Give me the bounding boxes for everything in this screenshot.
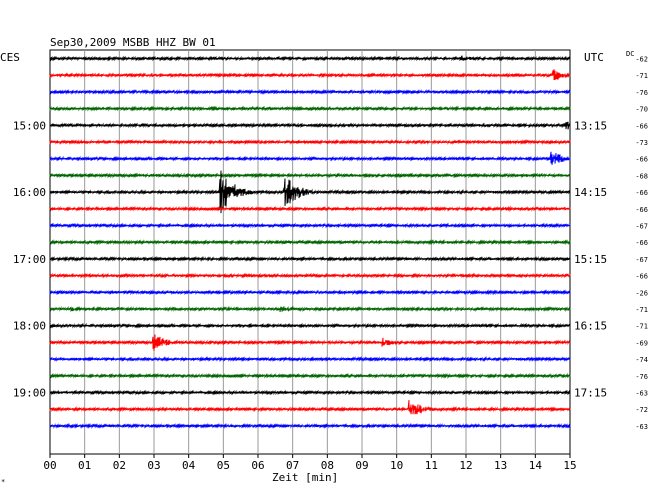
x-ticks: 00 01 02 03 04 05 06 07 08 09 10 11 12 13 14 15	[43, 454, 577, 472]
trace-row-15	[49, 305, 571, 313]
x-tick-label: 12	[459, 459, 472, 472]
trace-row-13	[49, 272, 571, 279]
x-tick-label: 00	[43, 459, 56, 472]
x-tick-label: 06	[251, 459, 264, 472]
dc-offset-label: -76	[635, 89, 648, 97]
x-tick-label: 13	[494, 459, 507, 472]
x-tick-label: 08	[321, 459, 334, 472]
right-time-label: 14:15	[574, 186, 607, 199]
x-tick-label: 01	[78, 459, 91, 472]
dc-offset-label: -66	[635, 273, 648, 281]
dc-offset-label: -70	[635, 106, 648, 114]
dc-offset-label: -69	[635, 339, 648, 347]
dc-offset-label: -66	[635, 189, 648, 197]
trace-row-2	[49, 88, 571, 95]
trace-row-19	[49, 372, 571, 379]
trace-row-6	[49, 151, 571, 165]
trace-row-22	[49, 422, 571, 429]
x-tick-label: 10	[390, 459, 403, 472]
trace-row-20	[49, 389, 571, 396]
dc-offset-label: -71	[635, 306, 648, 314]
trace-row-0	[49, 55, 571, 62]
dc-offset-label: -68	[635, 172, 648, 180]
x-tick-label: 05	[217, 459, 230, 472]
trace-row-8	[49, 170, 571, 214]
dc-offset-label: -63	[635, 390, 648, 398]
dc-offset-label: -74	[635, 356, 648, 364]
dc-offset-labels: -62 -71 -76 -70 -66 -73 -66 -68 -66 -66 -67 -66 -67 -…	[635, 56, 648, 431]
dc-offset-label: -26	[635, 289, 648, 297]
right-timezone-label: UTC	[584, 51, 604, 64]
trace-row-4	[49, 121, 571, 130]
trace-row-11	[49, 239, 571, 246]
trace-row-17	[49, 334, 571, 351]
left-time-label: 18:00	[13, 320, 46, 333]
trace-row-3	[49, 105, 571, 112]
dc-offset-label: -67	[635, 256, 648, 264]
x-tick-label: 02	[113, 459, 126, 472]
x-tick-label: 09	[355, 459, 368, 472]
left-time-labels: 15:00 16:00 17:00 18:00 19:00	[13, 119, 46, 399]
dc-offset-label: -76	[635, 373, 648, 381]
x-tick-label: 14	[529, 459, 543, 472]
dc-offset-label: -66	[635, 156, 648, 164]
right-time-label: 13:15	[574, 119, 607, 132]
left-timezone-label: CES	[0, 51, 20, 64]
right-time-label: 15:15	[574, 253, 607, 266]
dc-offset-label: -62	[635, 56, 648, 64]
dc-offset-label: -66	[635, 122, 648, 130]
x-tick-label: 15	[563, 459, 576, 472]
dc-offset-label: -71	[635, 323, 648, 331]
left-time-label: 17:00	[13, 253, 46, 266]
trace-row-21	[49, 400, 571, 415]
left-time-label: 19:00	[13, 387, 46, 400]
dc-offset-label: -67	[635, 223, 648, 231]
trace-row-10	[49, 222, 571, 229]
trace-row-16	[49, 322, 571, 329]
dc-label: DC	[626, 50, 634, 58]
trace-row-5	[49, 138, 571, 146]
trace-row-9	[49, 205, 571, 213]
left-time-label: 15:00	[13, 119, 46, 132]
x-tick-label: 11	[425, 459, 438, 472]
corner-mark: *	[1, 478, 5, 486]
dc-offset-label: -72	[635, 406, 648, 414]
x-axis-label: Zeit [min]	[272, 471, 338, 484]
dc-offset-label: -73	[635, 139, 648, 147]
trace-row-12	[49, 255, 571, 262]
dc-offset-label: -66	[635, 239, 648, 247]
x-tick-label: 07	[286, 459, 299, 472]
trace-row-7	[49, 172, 571, 179]
grid-lines	[84, 50, 536, 454]
right-time-label: 16:15	[574, 320, 607, 333]
trace-row-18	[49, 356, 571, 363]
plot-frame	[49, 49, 571, 455]
left-time-label: 16:00	[13, 186, 46, 199]
x-tick-label: 03	[147, 459, 160, 472]
x-tick-label: 04	[182, 459, 196, 472]
dc-offset-label: -63	[635, 423, 648, 431]
trace-row-1	[49, 69, 571, 81]
dc-offset-label: -66	[635, 206, 648, 214]
right-time-labels: 13:15 14:15 15:15 16:15 17:15	[574, 119, 607, 399]
dc-offset-label: -71	[635, 72, 648, 80]
right-time-label: 17:15	[574, 387, 607, 400]
trace-row-14	[49, 289, 571, 296]
chart-title: Sep30,2009 MSBB HHZ BW 01	[50, 36, 216, 49]
traces	[49, 55, 571, 429]
